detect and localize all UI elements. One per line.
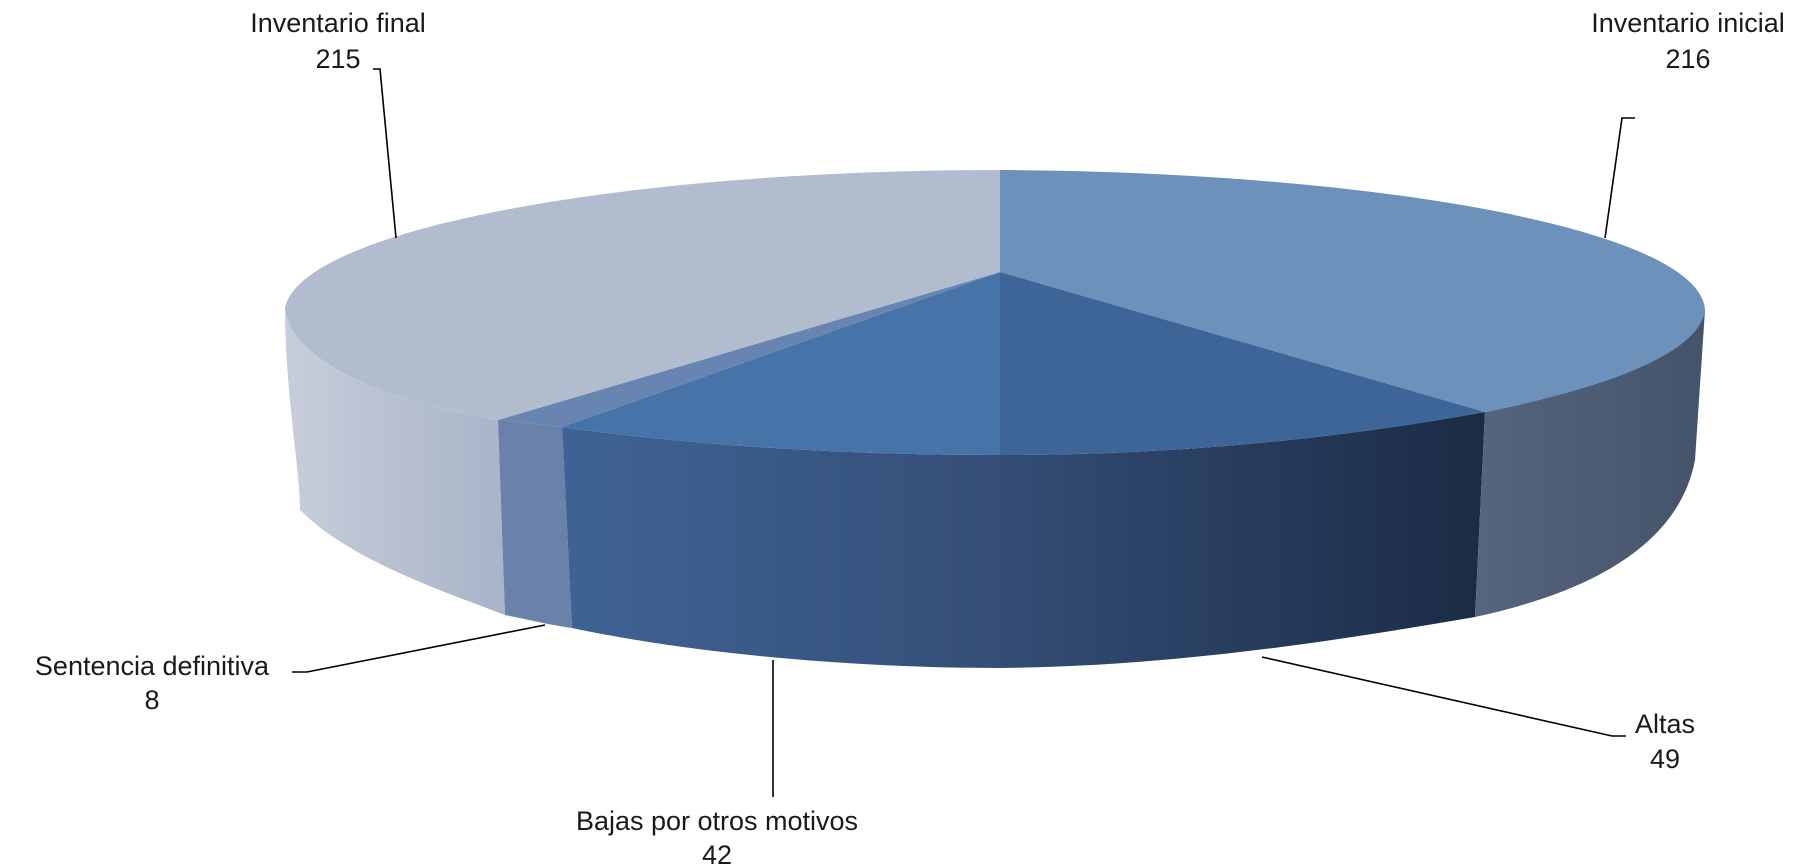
label-bajas-name: Bajas por otros motivos [576,806,858,836]
leader-inventario-inicial [1604,117,1635,239]
label-altas-name: Altas [1635,709,1695,739]
leader-inventario-final [373,68,397,239]
side-bajas-altas [562,412,1485,668]
label-inventario-inicial-value: 216 [1665,44,1710,74]
leader-altas [1261,656,1626,737]
label-inventario-final-name: Inventario final [250,8,426,38]
slice-inventario-final [285,170,1000,420]
label-bajas-value: 42 [702,840,732,867]
leader-sentencia [292,624,546,673]
label-altas-value: 49 [1650,744,1680,774]
label-inventario-inicial-name: Inventario inicial [1591,8,1785,38]
side-sentencia-definitiva [498,420,572,628]
slice-bajas-por-otros-motivos [562,272,1000,455]
label-sentencia-value: 8 [144,685,159,715]
slice-inventario-inicial [1000,170,1705,412]
side-inventario-final [285,308,505,615]
label-sentencia-name: Sentencia definitiva [35,651,270,681]
side-inventario-inicial [1475,310,1705,617]
slice-sentencia-definitiva [498,272,1000,427]
label-inventario-final-value: 215 [315,44,360,74]
slice-altas [1000,272,1485,455]
